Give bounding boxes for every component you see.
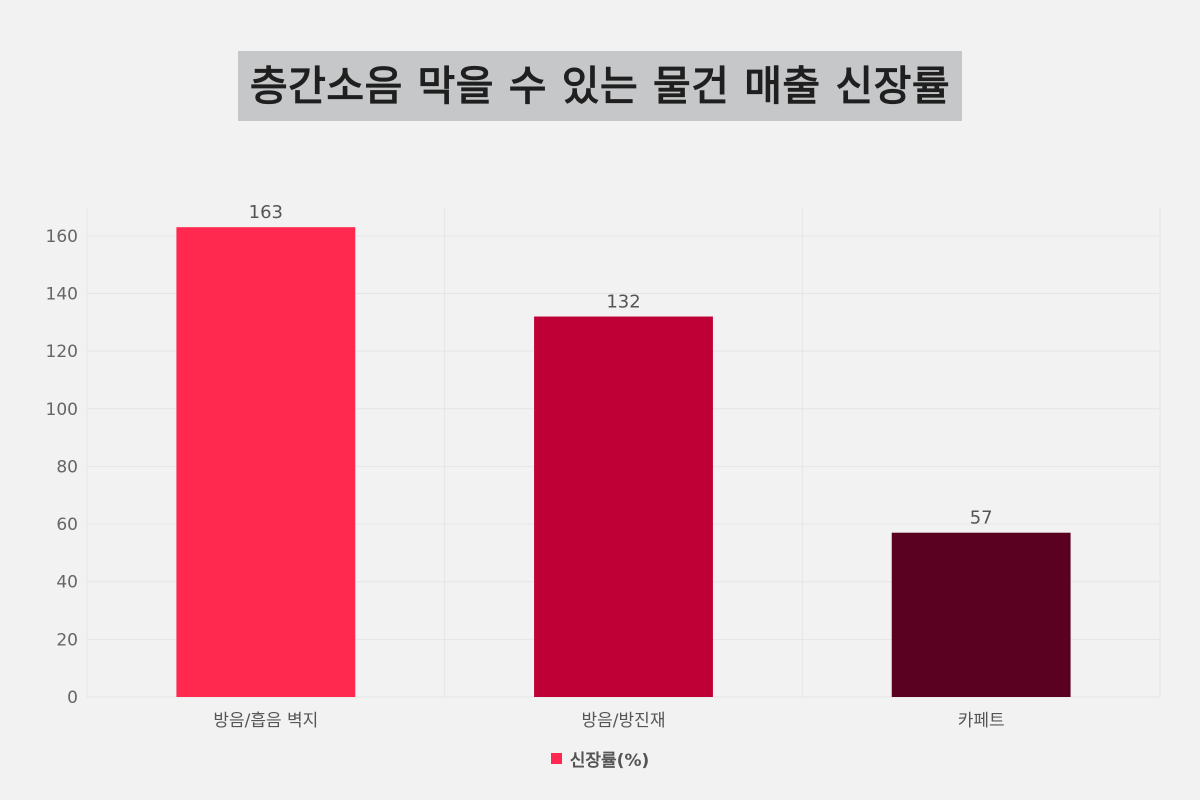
data-label: 163 [249,202,283,223]
chart-title: 층간소음 막을 수 있는 물건 매출 신장률 [237,51,963,121]
y-tick-label: 60 [56,515,78,535]
y-tick-label: 160 [46,227,78,247]
legend-swatch [550,753,562,764]
y-tick-label: 100 [46,400,78,420]
bar [534,316,713,697]
y-tick-label: 80 [56,457,78,477]
y-tick-label: 0 [67,688,78,708]
x-tick-label: 방음/방진재 [582,711,666,731]
bar [891,532,1071,697]
x-tick-label: 방음/흡음 벽지 [213,711,318,731]
title-container: 층간소음 막을 수 있는 물건 매출 신장률 [0,51,1200,121]
y-tick-label: 20 [56,630,78,650]
x-tick-label: 카페트 [958,711,1005,731]
legend: 신장률(%) [0,746,1200,771]
data-label: 57 [970,508,993,529]
y-tick-label: 40 [56,573,78,593]
y-tick-label: 140 [46,284,78,304]
y-tick-label: 120 [46,342,78,362]
data-label: 132 [606,292,640,313]
legend-label: 신장률(%) [569,751,650,771]
bar [176,227,356,698]
